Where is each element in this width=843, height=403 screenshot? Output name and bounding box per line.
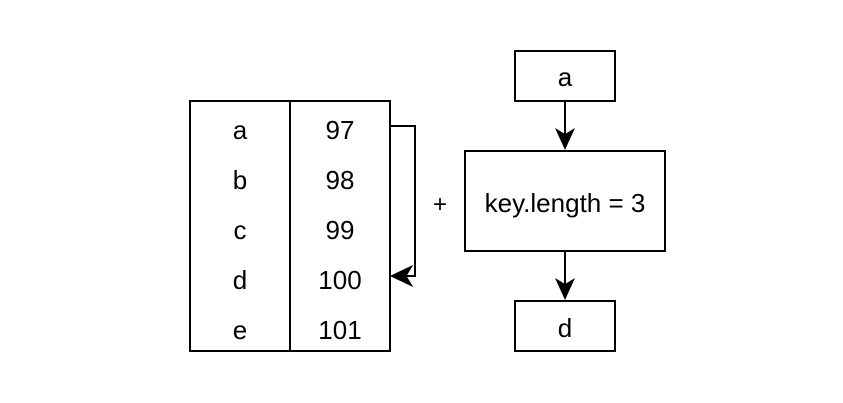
shift-connector: [389, 125, 416, 288]
shift-arrow-line: [390, 125, 416, 277]
operation-box: [464, 150, 666, 252]
arrowhead-2: [555, 278, 575, 300]
output-box: [514, 300, 616, 352]
table-code-c: 99: [326, 215, 355, 245]
table-letter-e: e: [233, 315, 247, 345]
input-label: a: [558, 62, 573, 92]
table-letter-a: a: [233, 115, 248, 145]
output-node: d: [514, 300, 616, 352]
operation-label: key.length = 3: [485, 188, 646, 218]
table-letter-c: c: [234, 215, 247, 245]
ascii-table: a 97 b 98 c 99 d 100 e 101: [189, 100, 391, 352]
arrow-input-to-operation: [555, 101, 575, 150]
arrowhead-1: [555, 128, 575, 150]
table-code-d: 100: [318, 265, 361, 295]
input-node: a: [514, 50, 616, 102]
table-letter-b: b: [233, 165, 247, 195]
input-box: [514, 50, 616, 102]
table-code-b: 98: [326, 165, 355, 195]
table-code-a: 97: [326, 115, 355, 145]
plus-operator: +: [433, 191, 447, 218]
table-code-e: 101: [318, 315, 361, 345]
arrow-operation-to-output: [555, 251, 575, 300]
operation-node: key.length = 3: [464, 150, 666, 252]
shift-arrowhead: [389, 264, 414, 288]
output-label: d: [558, 313, 572, 343]
table-letter-d: d: [233, 265, 247, 295]
